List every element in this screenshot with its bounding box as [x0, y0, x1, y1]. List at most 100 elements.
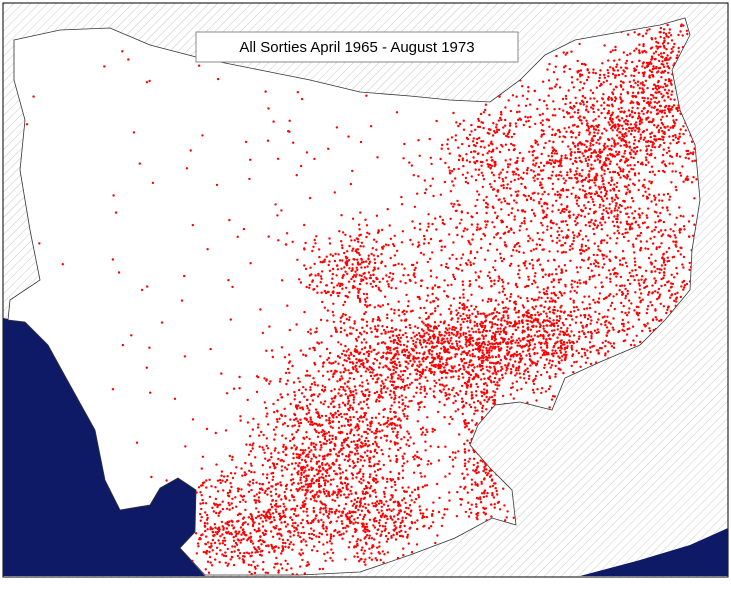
sortie-dot	[529, 364, 532, 367]
sortie-dot	[293, 424, 296, 427]
sortie-dot	[310, 457, 313, 460]
sortie-dot	[364, 393, 367, 397]
sortie-dot	[584, 354, 587, 357]
sortie-dot	[551, 239, 554, 243]
sortie-dot	[611, 67, 615, 70]
sortie-dot	[336, 380, 339, 383]
sortie-dot	[560, 359, 563, 362]
sortie-dot	[522, 338, 525, 341]
sortie-dot	[297, 377, 300, 380]
sortie-dot	[418, 382, 421, 385]
sortie-dot	[328, 438, 331, 441]
sortie-dot	[440, 333, 443, 337]
sortie-dot	[589, 142, 592, 145]
sortie-dot	[666, 92, 669, 95]
sortie-dot	[603, 76, 606, 79]
sortie-dot	[226, 475, 229, 478]
sortie-dot	[619, 144, 622, 147]
sortie-dot	[624, 118, 628, 122]
sortie-dot	[598, 142, 601, 145]
sortie-dot	[554, 268, 558, 271]
sortie-dot	[444, 327, 448, 330]
sortie-dot	[621, 155, 624, 158]
sortie-dot	[438, 378, 441, 382]
sortie-dot	[284, 414, 287, 418]
sortie-dot	[355, 357, 358, 361]
sortie-dot	[265, 530, 268, 533]
sortie-dot	[514, 122, 517, 125]
sortie-dot	[352, 390, 355, 393]
sortie-dot	[299, 535, 302, 539]
sortie-dot	[656, 108, 659, 111]
sortie-dot	[302, 510, 305, 513]
sortie-dot	[393, 312, 396, 315]
sortie-dot	[535, 247, 538, 250]
sortie-dot	[443, 366, 446, 369]
sortie-dot	[198, 536, 202, 540]
sortie-dot	[425, 299, 428, 302]
sortie-dot	[241, 586, 243, 588]
sortie-dot	[393, 524, 396, 527]
sortie-dot	[518, 320, 521, 323]
sortie-dot	[278, 380, 282, 383]
sortie-dot	[354, 337, 358, 341]
sortie-dot	[474, 330, 478, 333]
sortie-dot	[448, 393, 451, 396]
sortie-dot	[589, 263, 592, 266]
sortie-dot	[338, 463, 341, 467]
sortie-dot	[440, 376, 444, 380]
sortie-dot	[292, 522, 295, 525]
sortie-dot	[394, 483, 397, 486]
sortie-dot	[219, 510, 222, 513]
sortie-dot	[396, 430, 399, 434]
sortie-dot	[458, 340, 461, 343]
sortie-dot	[307, 420, 310, 423]
sortie-dot	[653, 156, 657, 159]
sortie-dot	[622, 322, 625, 326]
sortie-dot	[586, 122, 589, 125]
sortie-dot	[530, 325, 534, 328]
sortie-dot	[406, 405, 410, 408]
sortie-dot	[314, 443, 318, 446]
sortie-dot	[631, 212, 634, 215]
sortie-dot	[305, 544, 308, 547]
sortie-dot	[501, 341, 505, 344]
sortie-dot	[378, 460, 381, 463]
sortie-dot	[373, 357, 377, 361]
sortie-dot	[322, 476, 325, 480]
sortie-dot	[539, 121, 542, 125]
sortie-dot	[633, 67, 636, 70]
sortie-dot	[397, 339, 400, 342]
sortie-dot	[393, 360, 396, 363]
sortie-dot	[532, 212, 536, 215]
sortie-dot	[319, 508, 322, 511]
sortie-dot	[337, 451, 341, 454]
sortie-dot	[378, 362, 382, 365]
sortie-dot	[227, 581, 229, 583]
sortie-dot	[357, 433, 360, 437]
sortie-dot	[437, 324, 440, 327]
sortie-dot	[629, 123, 633, 126]
sortie-dot	[587, 239, 590, 242]
sortie-dot	[534, 313, 537, 317]
sortie-dot	[523, 377, 526, 380]
sortie-dot	[366, 427, 370, 431]
sortie-dot	[673, 42, 676, 46]
sortie-dot	[630, 196, 634, 200]
sortie-dot	[302, 385, 305, 389]
sortie-dot	[305, 507, 309, 511]
sortie-dot	[354, 464, 357, 467]
sortie-dot	[364, 442, 367, 445]
sortie-dot	[598, 292, 602, 295]
sortie-dot	[297, 464, 300, 468]
sortie-dot	[324, 442, 328, 445]
sortie-dot	[574, 136, 578, 139]
sortie-dot	[633, 69, 636, 73]
sortie-dot	[490, 280, 493, 283]
sortie-dot	[587, 127, 590, 130]
sortie-dot	[468, 316, 471, 319]
sortie-dot	[395, 454, 398, 458]
sortie-dot	[640, 110, 644, 113]
sortie-dot	[460, 357, 463, 361]
sortie-dot	[672, 240, 675, 243]
